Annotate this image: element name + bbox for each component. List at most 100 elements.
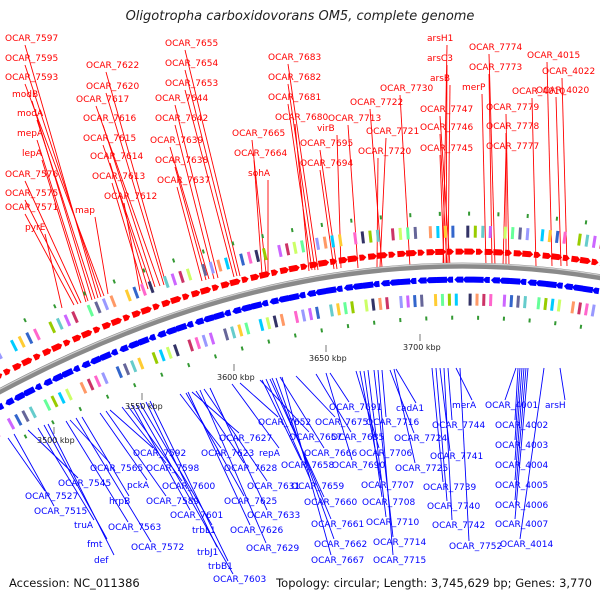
- feature-tick: [267, 339, 271, 344]
- cog-block: [21, 410, 30, 423]
- label-connector-bottom: [559, 367, 566, 401]
- gene-label-forward: modA: [17, 109, 44, 119]
- forward-gene-arrow: [71, 334, 82, 343]
- gene-label-reverse: OCAR_7625: [224, 497, 277, 507]
- reverse-gene-arrow: [286, 293, 300, 301]
- cog-block: [129, 360, 138, 373]
- label-connector-bottom: [435, 367, 448, 502]
- gene-label-reverse: OCAR_7600: [162, 482, 215, 492]
- forward-gene-arrow: [170, 295, 182, 305]
- gene-label-forward: OCAR_7654: [165, 59, 218, 69]
- reverse-gene-arrow: [507, 277, 521, 285]
- gene-label-forward: OCAR_7612: [104, 192, 157, 202]
- cog-block: [350, 301, 355, 314]
- forward-gene-arrow: [279, 267, 290, 275]
- cog-block: [239, 253, 246, 266]
- forward-gene-arrow: [131, 310, 141, 318]
- cog-block: [584, 234, 590, 247]
- gene-label-forward: OCAR_7642: [155, 114, 208, 124]
- feature-tick: [584, 220, 588, 225]
- feature-tick: [78, 406, 83, 412]
- reverse-strand-track: [0, 276, 600, 410]
- label-connector-bottom: [275, 377, 335, 540]
- label-connector-bottom: [209, 387, 268, 511]
- gene-label-reverse: trbB1: [208, 562, 233, 572]
- gene-label-reverse: OCAR_4003: [495, 441, 548, 451]
- reverse-gene-arrow: [543, 281, 557, 289]
- cog-block: [577, 302, 582, 315]
- gene-label-forward: OCAR_7644: [155, 94, 208, 104]
- forward-gene-arrow: [513, 250, 523, 257]
- forward-gene-arrow: [199, 286, 212, 295]
- label-connector-bottom: [281, 376, 332, 556]
- forward-gene-arrow: [388, 251, 396, 258]
- feature-tick: [231, 241, 235, 246]
- feature-tick: [320, 328, 324, 333]
- forward-gene-arrow: [211, 284, 220, 292]
- gene-label-forward: OCAR_7622: [86, 61, 139, 71]
- label-connector-bottom: [259, 379, 310, 433]
- cog-block: [406, 295, 410, 308]
- forward-gene-arrow: [270, 269, 279, 277]
- cog-block: [336, 303, 341, 316]
- feature-tick: [53, 304, 57, 309]
- label-connector-bottom: [363, 370, 383, 498]
- gene-label-reverse: OCAR_7527: [25, 492, 78, 502]
- gene-label-forward: OCAR_7774: [469, 43, 522, 53]
- cog-block: [71, 310, 79, 324]
- gene-label-reverse: OCAR_7589: [146, 497, 199, 507]
- feature-tick: [290, 227, 294, 233]
- cog-block: [583, 303, 589, 316]
- label-connector-bottom: [109, 409, 154, 449]
- cog-track-reverse: [0, 293, 596, 438]
- reverse-gene-arrow: [434, 276, 448, 283]
- label-connector-top: [442, 44, 448, 267]
- reverse-gene-arrow: [446, 276, 454, 283]
- label-connector-top: [36, 139, 89, 302]
- label-connector-top: [102, 124, 156, 288]
- forward-gene-arrow: [12, 362, 22, 372]
- label-connector-top: [123, 202, 141, 292]
- cog-block: [201, 334, 209, 347]
- gene-label-forward: lepA: [22, 149, 43, 159]
- reverse-gene-arrow: [343, 284, 354, 291]
- reverse-gene-arrow: [194, 317, 205, 326]
- label-connector-top: [94, 216, 109, 295]
- gene-label-reverse: OCAR_7739: [423, 483, 476, 493]
- label-connector-top: [24, 180, 82, 304]
- label-connector-top: [439, 115, 451, 267]
- reverse-gene-arrow: [73, 364, 81, 373]
- gene-label-forward: pyrE: [25, 223, 46, 233]
- gene-label-reverse: OCAR_7603: [213, 575, 266, 585]
- gene-label-forward: OCAR_7614: [90, 152, 143, 162]
- cog-block: [413, 295, 417, 308]
- label-connector-top: [287, 103, 313, 271]
- scale-tick-label: 3550 kbp: [125, 402, 163, 411]
- label-connector-bottom: [187, 391, 251, 526]
- forward-gene-arrow: [140, 306, 152, 315]
- gene-label-forward: OCAR_7638: [155, 156, 208, 166]
- gene-label-reverse: OCAR_7662: [314, 540, 367, 550]
- cog-block: [230, 326, 237, 339]
- forward-gene-arrow: [338, 256, 348, 264]
- gene-label-reverse: OCAR_4001: [485, 401, 538, 411]
- forward-gene-arrow: [329, 258, 338, 265]
- cog-block: [162, 275, 170, 289]
- forward-gene-arrow: [542, 252, 552, 260]
- cog-block: [43, 398, 52, 412]
- label-connector-bottom: [295, 375, 336, 418]
- gene-label-forward: mepA: [17, 129, 44, 139]
- scale-ticks: 3500 kbp 3550 kbp 3600 kbp 3650 kbp 3700 kbp: [37, 334, 441, 445]
- reverse-gene-arrow: [232, 306, 242, 314]
- feature-tick: [293, 333, 297, 338]
- label-connector-bottom: [514, 367, 519, 421]
- label-connector-top: [105, 71, 167, 285]
- label-connector-top: [174, 104, 219, 279]
- gene-label-reverse: OCAR_7690: [332, 461, 385, 471]
- reverse-gene-arrow: [60, 368, 74, 378]
- cog-block: [419, 294, 424, 307]
- gene-label-reverse: repA: [259, 449, 281, 459]
- cog-block: [246, 251, 253, 264]
- forward-gene-arrow: [405, 250, 418, 257]
- cog-block: [368, 230, 373, 243]
